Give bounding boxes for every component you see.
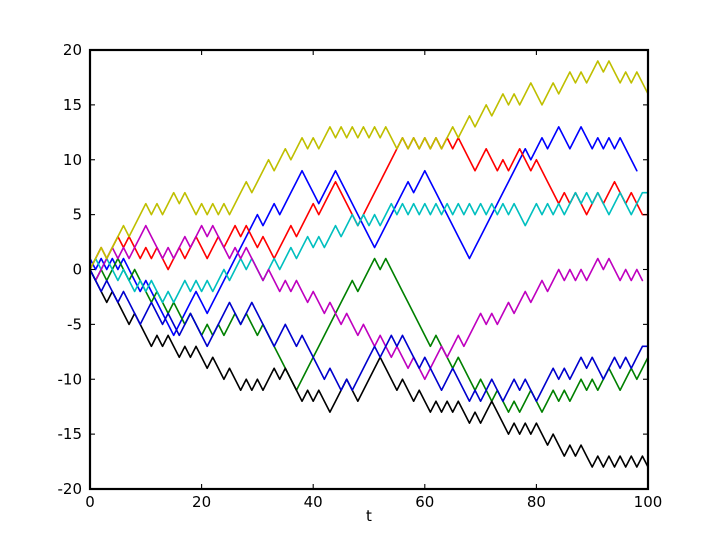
y-tick-label: 0 (72, 261, 82, 279)
series-line-walk-8 (89, 268, 649, 403)
series-line-walk-1 (89, 126, 638, 337)
data-lines (89, 60, 649, 468)
x-tick-label: 40 (304, 493, 323, 511)
y-tick-label: 5 (72, 206, 82, 224)
x-axis-ticks: 0 20 40 60 80 100 (85, 50, 662, 511)
y-tick-label: -15 (58, 425, 83, 443)
x-tick-label: 60 (415, 493, 434, 511)
series-line-walk-3 (89, 137, 649, 271)
series-line-walk-2 (89, 257, 649, 413)
x-tick-label: 80 (527, 493, 546, 511)
series-line-walk-5 (89, 224, 644, 381)
series-line-walk-6 (89, 60, 649, 271)
series-line-walk-4 (89, 191, 649, 304)
y-tick-label: 15 (63, 96, 82, 114)
x-axis-label: t (366, 507, 372, 525)
y-tick-label: 10 (63, 151, 82, 169)
x-tick-label: 20 (192, 493, 211, 511)
x-tick-label: 0 (85, 493, 95, 511)
y-tick-label: -20 (58, 480, 83, 498)
y-axis-ticks: -20 -15 -10 -5 0 5 10 15 20 (58, 41, 648, 498)
y-tick-label: -5 (67, 315, 82, 333)
x-tick-label: 100 (634, 493, 663, 511)
y-tick-label: 20 (63, 41, 82, 59)
series-line-walk-7 (89, 268, 649, 468)
y-tick-label: -10 (58, 370, 83, 388)
